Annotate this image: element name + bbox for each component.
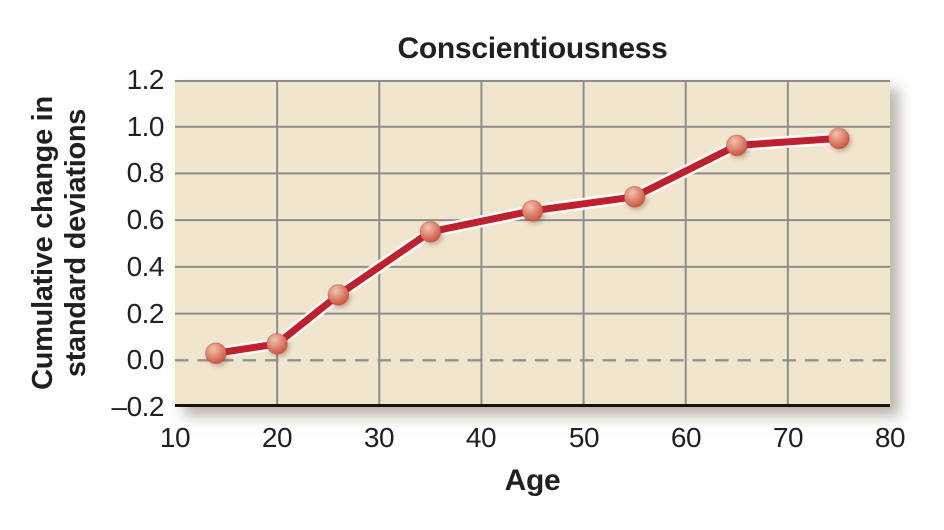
y-tick-label: –0.2	[111, 391, 165, 422]
y-tick-label: 0.4	[126, 251, 165, 282]
y-tick-label: 0.2	[126, 298, 165, 329]
x-tick-label: 80	[874, 422, 906, 453]
data-point-marker	[726, 134, 748, 157]
x-tick-label: 10	[159, 422, 191, 453]
x-tick-label: 60	[670, 422, 702, 453]
data-point-marker	[205, 342, 227, 365]
y-tick-label: 0.0	[126, 344, 165, 375]
x-tick-label: 40	[465, 422, 497, 453]
data-point-marker	[623, 186, 646, 208]
y-tick-label: 0.8	[126, 157, 165, 188]
x-tick-label: 70	[772, 422, 804, 453]
data-point-marker	[327, 284, 350, 306]
x-tick-label: 50	[568, 422, 600, 453]
data-point-marker	[521, 200, 544, 222]
plot-area	[175, 80, 890, 407]
data-point-marker	[419, 221, 442, 243]
y-tick-label: 1.2	[126, 64, 165, 95]
chart-title: Conscientiousness	[397, 32, 668, 65]
line-chart-canvas	[175, 80, 890, 407]
x-axis-label: Age	[504, 464, 561, 497]
data-point-marker	[828, 127, 850, 150]
data-point-marker	[266, 333, 288, 355]
x-tick-label: 20	[261, 422, 293, 453]
y-tick-label: 1.0	[126, 111, 165, 142]
y-tick-label: 0.6	[126, 204, 165, 235]
x-tick-label: 30	[363, 422, 395, 453]
